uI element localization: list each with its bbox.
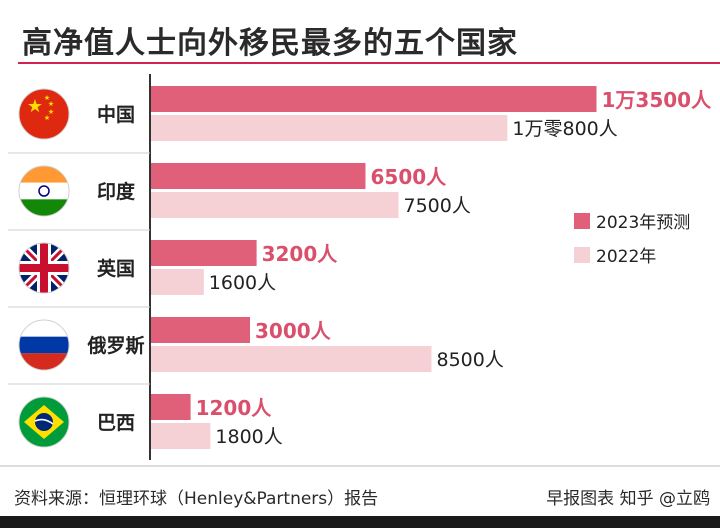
- data-label-2023: 1万3500人: [602, 88, 713, 112]
- legend-label-2023: 2023年预测: [596, 213, 690, 233]
- bar-2023: [151, 86, 597, 112]
- category-label: 巴西: [97, 412, 135, 434]
- bar-2022: [151, 346, 432, 372]
- bar-2023: [151, 317, 250, 343]
- brazil-flag-icon: [18, 396, 70, 448]
- data-label-2023: 3000人: [255, 319, 332, 343]
- data-label-2022: 1800人: [215, 426, 282, 448]
- category-label: 俄罗斯: [86, 334, 144, 357]
- legend-label-2022: 2022年: [596, 247, 656, 267]
- bar-2023: [151, 163, 366, 189]
- data-label-2023: 1200人: [196, 396, 273, 420]
- data-label-2022: 1600人: [209, 272, 276, 294]
- bar-2022: [151, 192, 399, 218]
- data-label-2023: 6500人: [371, 165, 448, 189]
- data-label-2022: 1万零800人: [512, 118, 617, 140]
- legend: 2023年预测 2022年: [574, 213, 690, 267]
- bar-2022: [151, 423, 211, 449]
- bottom-bar: [0, 516, 720, 528]
- source-note: 资料来源：恒理环球（Henley&Partners）报告: [14, 489, 379, 509]
- category-label: 英国: [97, 257, 135, 280]
- russia-flag-icon: [18, 319, 70, 371]
- bar-2023: [151, 240, 257, 266]
- svg-text:★: ★: [48, 108, 54, 116]
- title-underline: [18, 62, 720, 64]
- uk-flag-icon: [18, 242, 70, 294]
- legend-swatch-2023: [574, 213, 590, 229]
- bar-2022: [151, 115, 508, 141]
- china-flag-icon: ★ ★★★★: [18, 88, 70, 140]
- svg-text:★: ★: [44, 114, 50, 122]
- bar-2023: [151, 394, 191, 420]
- legend-swatch-2022: [574, 247, 590, 263]
- svg-text:★: ★: [48, 100, 54, 108]
- bar-2022: [151, 269, 204, 295]
- data-label-2022: 7500人: [404, 195, 471, 217]
- data-label-2023: 3200人: [262, 242, 339, 266]
- india-flag-icon: [18, 165, 70, 217]
- credit-note: 早报图表 知乎 @立鸥: [546, 489, 710, 509]
- chart-title: 高净值人士向外移民最多的五个国家: [22, 26, 518, 61]
- svg-text:★: ★: [27, 96, 43, 117]
- category-label: 中国: [97, 103, 135, 126]
- svg-text:★: ★: [44, 94, 50, 102]
- data-label-2022: 8500人: [437, 349, 504, 371]
- category-label: 印度: [97, 180, 136, 203]
